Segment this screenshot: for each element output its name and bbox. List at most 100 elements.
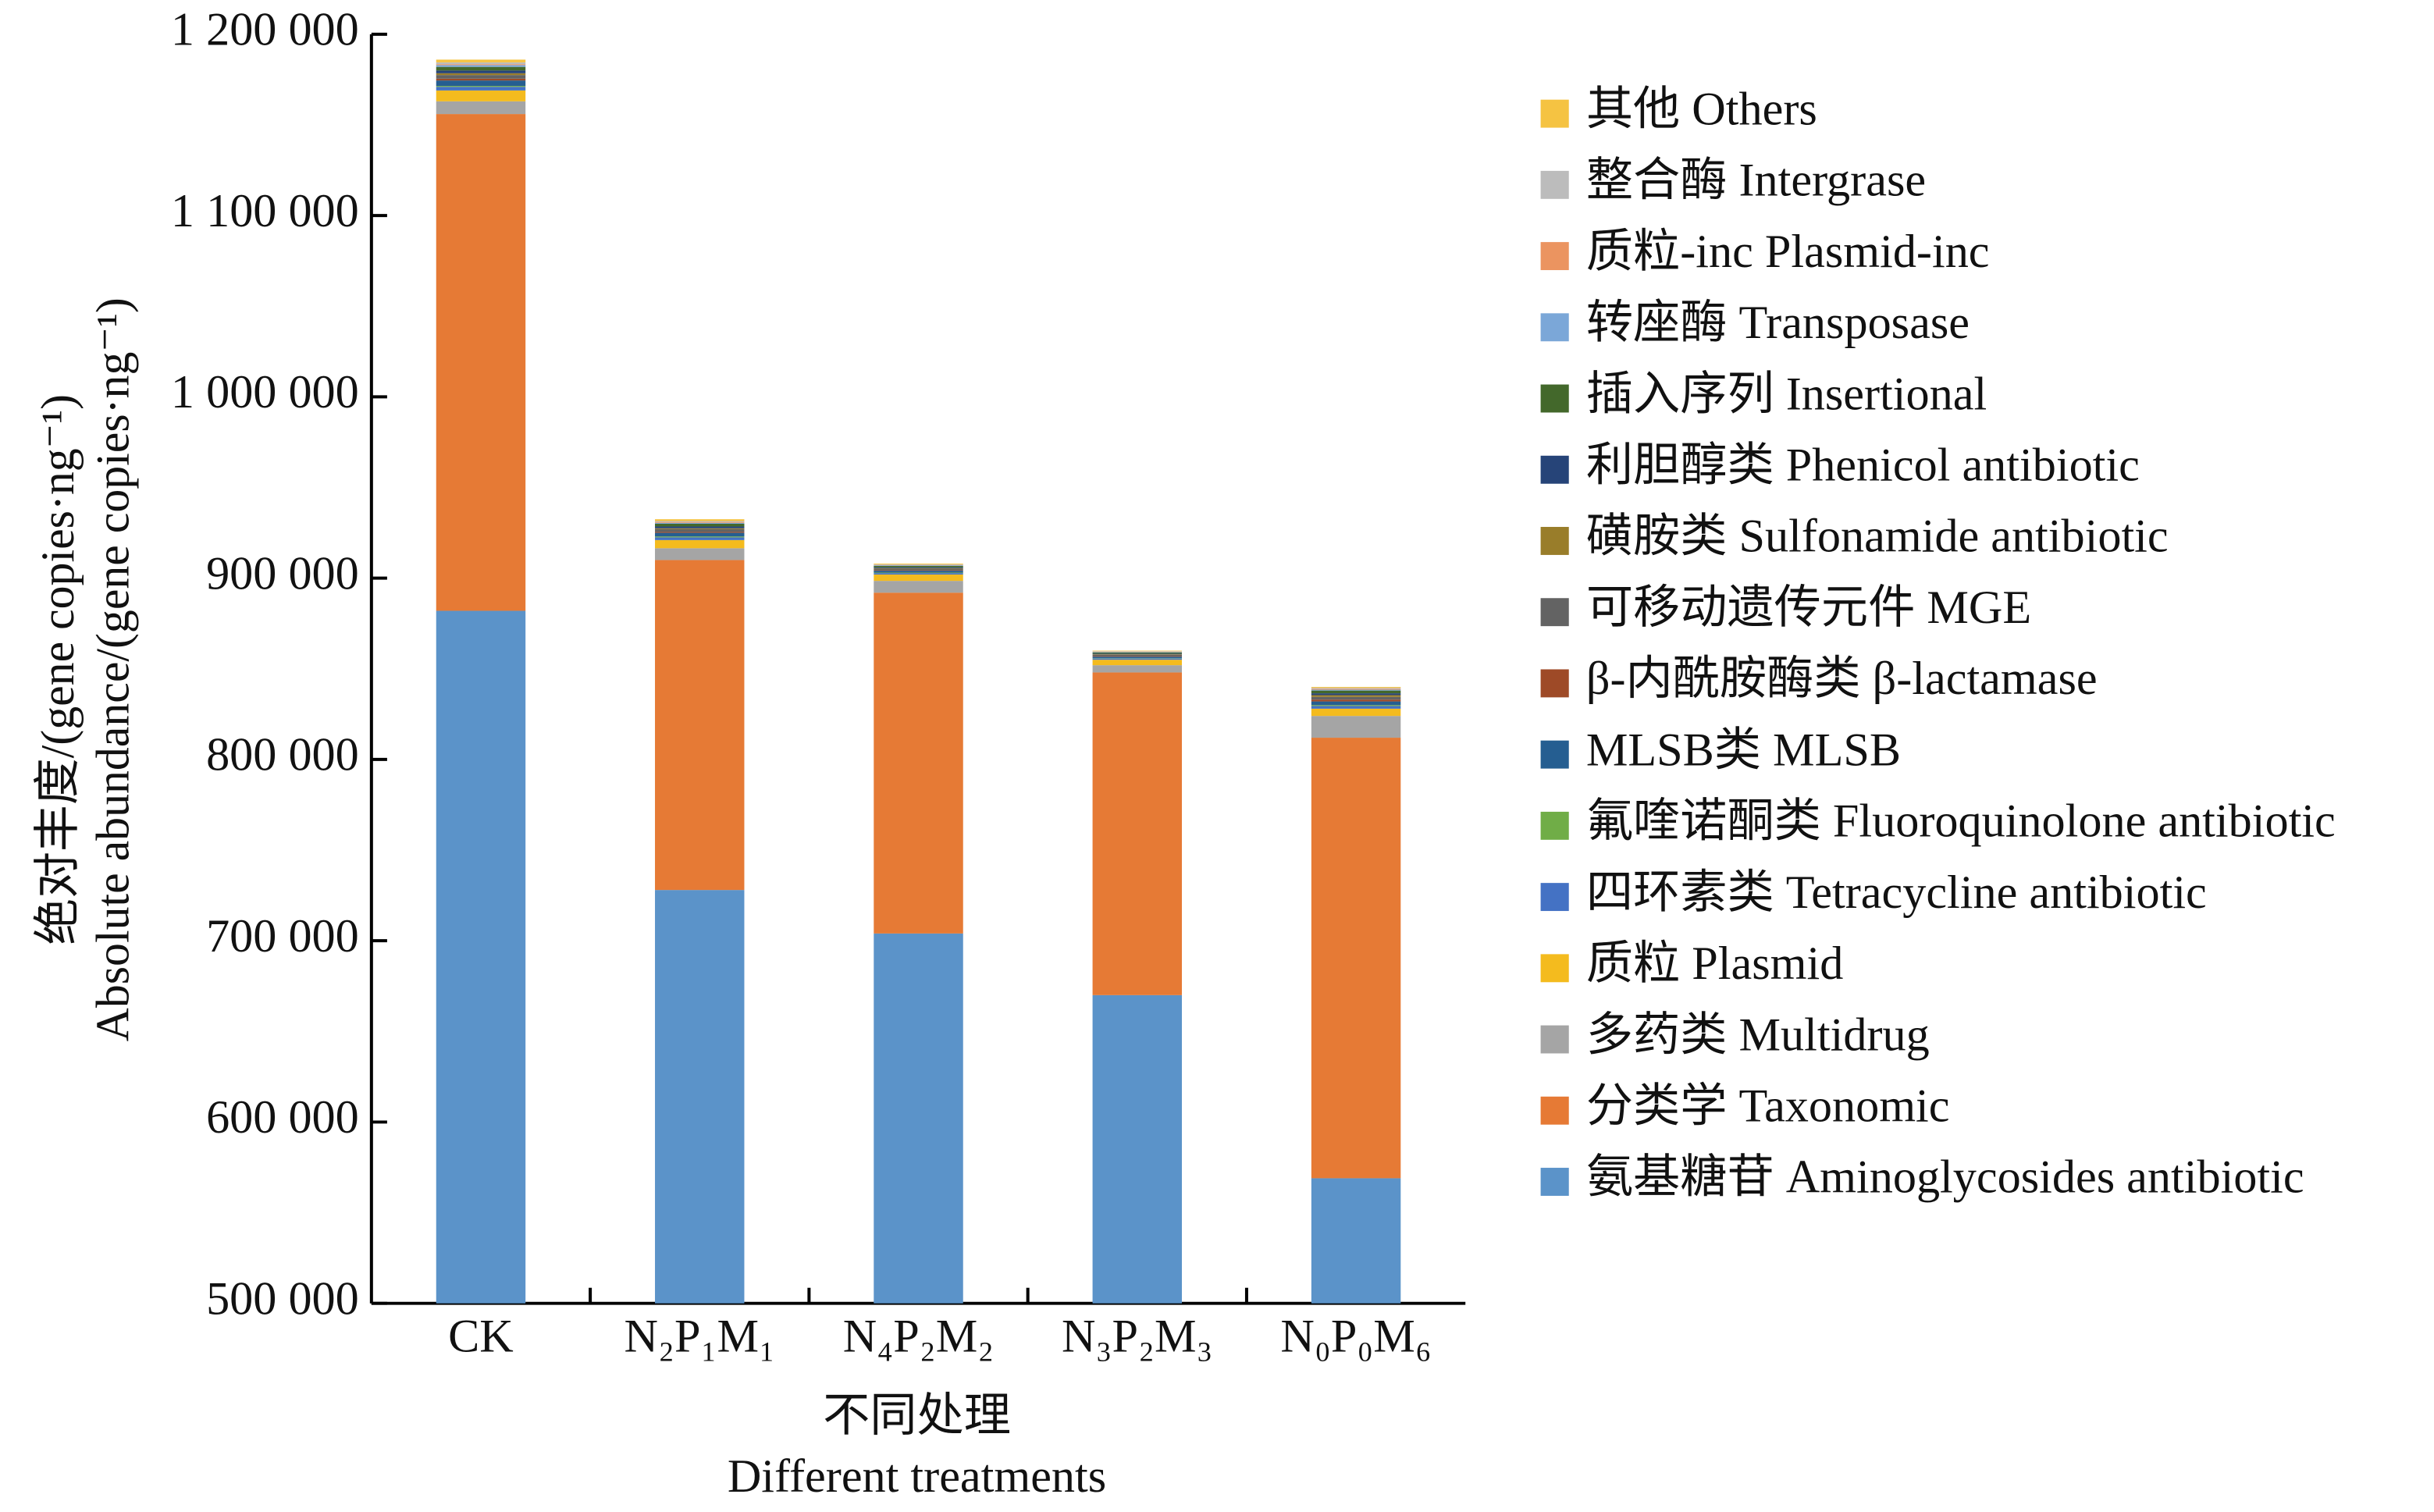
bar-segment	[1311, 689, 1401, 691]
bar-segment	[436, 66, 526, 71]
bar-segment	[655, 528, 745, 529]
bar-segment	[1092, 994, 1183, 1304]
bar-segment	[874, 564, 963, 565]
bar-segment	[1311, 690, 1401, 694]
bar-segment	[1092, 656, 1183, 657]
legend-label: 氟喹诺酮类 Fluoroquinolone antibiotic	[1586, 795, 2336, 847]
bar-segment	[1092, 653, 1183, 655]
legend-swatch	[1540, 883, 1569, 912]
y-axis-title: Absolute abundance/(gene copies·ng⁻¹)	[87, 297, 138, 1041]
bar-segment	[1311, 738, 1401, 1179]
bar-segment	[1311, 688, 1401, 690]
bar-segment	[655, 536, 745, 538]
bar-segment	[436, 73, 526, 76]
bar-segment	[1092, 672, 1183, 995]
bar-segment	[655, 528, 745, 532]
bar-segment	[1311, 1178, 1401, 1304]
x-axis-title: Different treatments	[728, 1450, 1106, 1502]
y-axis-title: 绝对丰度/(gene copies·ng⁻¹)	[32, 394, 84, 945]
legend-label: 插入序列 Insertional	[1586, 368, 1987, 419]
bar-segment	[1311, 701, 1401, 706]
bar-segment	[436, 62, 526, 65]
bar-segment	[655, 526, 745, 528]
bar-segment	[655, 890, 745, 1304]
bar-segment	[874, 565, 963, 567]
legend-swatch	[1540, 455, 1569, 484]
bar-segment	[874, 570, 963, 571]
bar-segment	[1311, 695, 1401, 697]
legend-swatch	[1540, 170, 1569, 199]
bar-segment	[1311, 687, 1401, 688]
x-tick-label: CK	[448, 1310, 514, 1361]
legend-swatch	[1540, 598, 1569, 627]
bar-segment	[1311, 705, 1401, 706]
bar-segment	[436, 114, 526, 611]
legend-swatch	[1540, 99, 1569, 128]
legend-swatch	[1540, 1168, 1569, 1196]
legend-swatch	[1540, 1096, 1569, 1125]
y-tick-label: 1 100 000	[171, 185, 359, 237]
bar-segment	[1311, 696, 1401, 700]
legend-swatch	[1540, 384, 1569, 413]
legend-label: 质粒 Plasmid	[1586, 937, 1844, 989]
x-tick-label: N₃P₂M₃	[1062, 1310, 1212, 1361]
bar-segment	[436, 610, 526, 1304]
bar-segment	[436, 80, 526, 87]
y-tick-label: 900 000	[206, 548, 359, 599]
bar-segment	[874, 575, 963, 582]
bar-segment	[1311, 716, 1401, 738]
bar-segment	[436, 86, 526, 87]
legend-label: 利胆醇类 Phenicol antibiotic	[1586, 439, 2140, 491]
legend-label: 分类学 Taxonomic	[1586, 1080, 1950, 1132]
legend-label: 转座酶 Transposase	[1586, 297, 1970, 348]
bar-segment	[655, 532, 745, 537]
legend-swatch	[1540, 669, 1569, 698]
legend-swatch	[1540, 740, 1569, 769]
bar-segment	[874, 933, 963, 1304]
bar-segment	[1092, 654, 1183, 656]
bar-segment	[655, 537, 745, 540]
legend-swatch	[1540, 313, 1569, 342]
legend-label: MLSB类 MLSB	[1586, 724, 1901, 776]
bar-segment	[874, 565, 963, 566]
legend-label: 磺胺类 Sulfonamide antibiotic	[1586, 511, 2169, 562]
bar-segment	[874, 571, 963, 573]
legend-label: 四环素类 Tetracycline antibiotic	[1586, 866, 2207, 918]
legend-label: 氨基糖苷 Aminoglycosides antibiotic	[1586, 1151, 2304, 1203]
legend-label: 质粒-inc Plasmid-inc	[1586, 226, 1990, 277]
bar-segment	[436, 65, 526, 67]
bar-segment	[436, 64, 526, 66]
bar-segment	[655, 548, 745, 560]
bar-segment	[874, 567, 963, 569]
legend-swatch	[1540, 1025, 1569, 1054]
bar-segment	[874, 567, 963, 568]
bar-segment	[436, 70, 526, 73]
x-axis-title: 不同处理	[823, 1389, 1011, 1441]
x-tick-label: N₂P₁M₁	[625, 1310, 775, 1361]
y-tick-label: 800 000	[206, 729, 359, 781]
bar-segment	[1092, 654, 1183, 655]
bar-segment	[1311, 708, 1401, 717]
y-tick-label: 700 000	[206, 910, 359, 962]
bar-segment	[1092, 656, 1183, 659]
bar-segment	[1311, 706, 1401, 709]
bar-segment	[436, 87, 526, 91]
bar-segment	[655, 539, 745, 549]
bar-segment	[874, 572, 963, 574]
bar-segment	[1311, 693, 1401, 696]
bar-segment	[1092, 665, 1183, 673]
legend-swatch	[1540, 527, 1569, 555]
bar-segment	[655, 519, 745, 521]
bar-segment	[874, 581, 963, 593]
legend-swatch	[1540, 811, 1569, 840]
y-tick-label: 500 000	[206, 1273, 359, 1325]
bar-segment	[436, 75, 526, 79]
bar-segment	[655, 521, 745, 523]
bar-segment	[874, 568, 963, 571]
legend-label: 其他 Others	[1586, 84, 1817, 135]
legend-label: 多药类 Multidrug	[1586, 1009, 1930, 1060]
legend-label: β-内酰胺酶类 β-lactamase	[1586, 653, 2098, 704]
bar-segment	[655, 523, 745, 527]
bar-segment	[874, 592, 963, 934]
